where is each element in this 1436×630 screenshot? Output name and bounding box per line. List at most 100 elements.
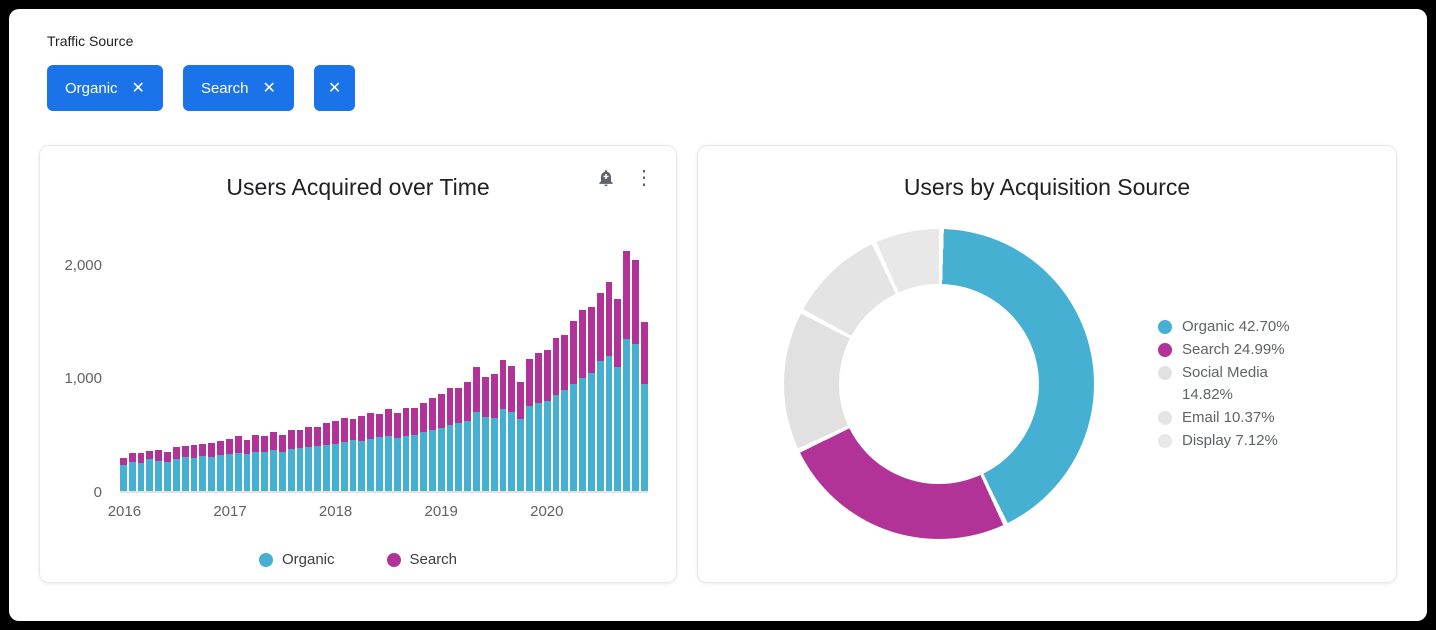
stacked-bar[interactable]: [278, 243, 286, 491]
stacked-bar[interactable]: [428, 243, 436, 491]
stacked-bar[interactable]: [481, 243, 489, 491]
stacked-bar[interactable]: [446, 243, 454, 491]
bar-segment-organic: [278, 451, 286, 491]
filter-chip-search[interactable]: Search ✕: [182, 65, 294, 111]
bar-segment-organic: [376, 437, 383, 491]
stacked-bar[interactable]: [411, 243, 419, 491]
stacked-bar[interactable]: [155, 243, 163, 491]
stacked-bar[interactable]: [596, 243, 604, 491]
stacked-bar[interactable]: [164, 243, 171, 491]
stacked-bar[interactable]: [146, 243, 154, 491]
stacked-bar[interactable]: [225, 243, 233, 491]
bar-segment-search: [155, 449, 163, 462]
stacked-bar[interactable]: [420, 243, 427, 491]
stacked-bar[interactable]: [252, 243, 260, 491]
legend-dot: [258, 552, 273, 567]
stacked-bar[interactable]: [552, 243, 560, 491]
stacked-bar[interactable]: [632, 243, 639, 491]
stacked-bar[interactable]: [137, 243, 145, 491]
stacked-bar[interactable]: [287, 243, 295, 491]
stacked-bar[interactable]: [367, 243, 375, 491]
stacked-bar[interactable]: [234, 243, 242, 491]
stacked-bar[interactable]: [393, 243, 401, 491]
bar-chart-legend: Organic Search: [56, 551, 660, 568]
bar-segment-organic: [217, 454, 224, 491]
stacked-bar[interactable]: [499, 243, 507, 491]
close-icon[interactable]: ✕: [131, 80, 145, 97]
bar-segment-search: [570, 321, 578, 384]
bar-segment-search: [323, 423, 330, 445]
stacked-bar[interactable]: [526, 243, 533, 491]
stacked-bar[interactable]: [376, 243, 383, 491]
stacked-bar[interactable]: [455, 243, 463, 491]
bar-segment-organic: [323, 444, 330, 491]
stacked-bar[interactable]: [217, 243, 224, 491]
close-icon[interactable]: ✕: [327, 80, 342, 97]
stacked-bar[interactable]: [464, 243, 472, 491]
bar-segment-organic: [137, 463, 145, 491]
stacked-bar[interactable]: [261, 243, 269, 491]
donut-chart-ring[interactable]: [784, 229, 1094, 539]
bar-segment-organic: [384, 436, 392, 491]
stacked-bar[interactable]: [614, 243, 622, 491]
stacked-bar[interactable]: [579, 243, 586, 491]
bar-segment-organic: [570, 383, 578, 491]
legend-dot: [1158, 434, 1172, 448]
stacked-bar[interactable]: [314, 243, 322, 491]
stacked-bar[interactable]: [181, 243, 189, 491]
bar-segment-organic: [305, 447, 313, 491]
add-alert-icon[interactable]: [596, 168, 616, 188]
stacked-bar[interactable]: [402, 243, 410, 491]
stacked-bar[interactable]: [208, 243, 216, 491]
stacked-bar[interactable]: [349, 243, 357, 491]
stacked-bar[interactable]: [270, 243, 277, 491]
stacked-bar[interactable]: [358, 243, 366, 491]
stacked-bar[interactable]: [384, 243, 392, 491]
bar-segment-search: [225, 439, 233, 454]
stacked-bar[interactable]: [517, 243, 525, 491]
more-options-icon[interactable]: ⋮: [634, 167, 654, 189]
stacked-bar[interactable]: [128, 243, 136, 491]
stacked-bar[interactable]: [437, 243, 445, 491]
stacked-bar[interactable]: [587, 243, 595, 491]
bar-segment-organic: [473, 412, 480, 491]
stacked-bar[interactable]: [323, 243, 330, 491]
stacked-bar[interactable]: [508, 243, 516, 491]
stacked-bar[interactable]: [561, 243, 569, 491]
stacked-bar[interactable]: [296, 243, 304, 491]
y-axis-label: 0: [93, 484, 102, 501]
stacked-bar[interactable]: [640, 243, 648, 491]
bar-segment-organic: [402, 435, 410, 491]
bar-chart-title: Users Acquired over Time: [226, 174, 490, 200]
stacked-bar[interactable]: [243, 243, 251, 491]
stacked-bar[interactable]: [340, 243, 348, 491]
bar-segment-search: [420, 403, 427, 433]
bar-segment-search: [632, 259, 639, 345]
legend-label: Organic: [281, 551, 335, 568]
stacked-bar[interactable]: [570, 243, 578, 491]
filter-chip-organic[interactable]: Organic ✕: [47, 65, 163, 111]
x-axis-label: 2019: [424, 503, 458, 520]
bar-segment-organic: [561, 389, 569, 491]
stacked-bar[interactable]: [543, 243, 551, 491]
stacked-bar[interactable]: [190, 243, 198, 491]
stacked-bar[interactable]: [623, 243, 631, 491]
stacked-bar[interactable]: [490, 243, 498, 491]
stacked-bar[interactable]: [172, 243, 180, 491]
legend-dot: [1158, 366, 1172, 380]
stacked-bar[interactable]: [605, 243, 613, 491]
stacked-bar[interactable]: [305, 243, 313, 491]
y-axis-label: 1,000: [64, 370, 102, 388]
stacked-bar[interactable]: [120, 243, 127, 491]
legend-item-organic: Organic: [258, 551, 335, 568]
stacked-bar[interactable]: [331, 243, 339, 491]
stacked-bar[interactable]: [534, 243, 542, 491]
stacked-bar[interactable]: [473, 243, 480, 491]
filter-chip-clear[interactable]: ✕: [313, 65, 356, 111]
stacked-bar[interactable]: [199, 243, 207, 491]
cards-row: Users Acquired over Time ⋮ 0 1,000 2,000 2…: [39, 145, 1397, 583]
bar-segment-search: [261, 436, 269, 453]
bar-segment-organic: [331, 443, 339, 491]
close-icon[interactable]: ✕: [262, 80, 276, 97]
